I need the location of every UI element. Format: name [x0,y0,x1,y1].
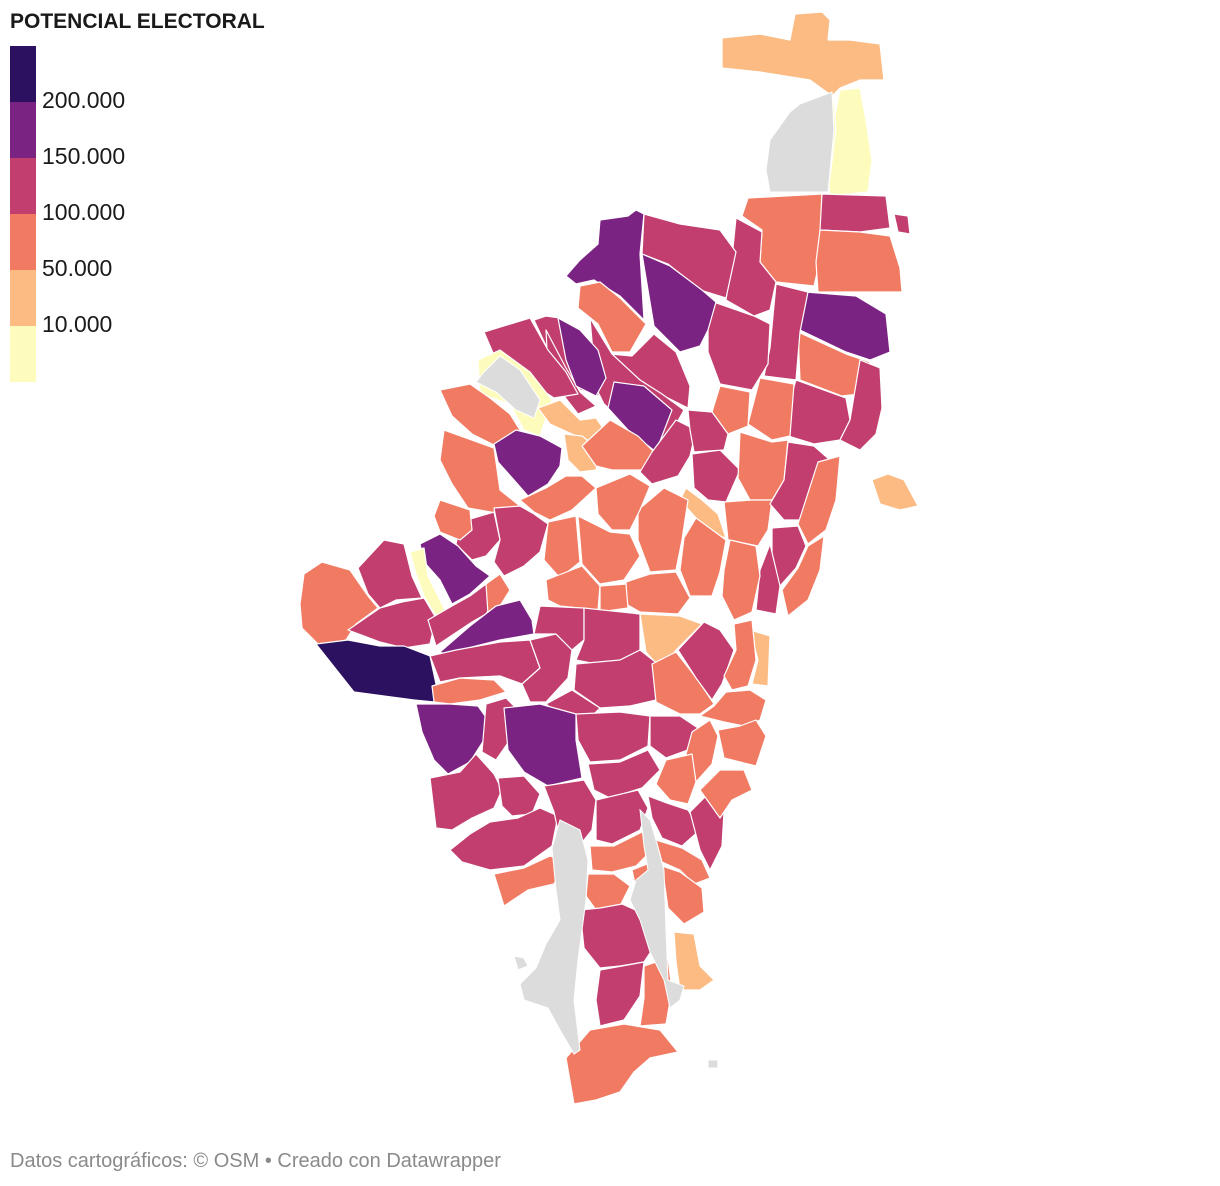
region[interactable] [661,865,705,925]
region[interactable] [673,931,715,991]
region[interactable] [755,543,781,615]
region[interactable] [763,283,809,381]
region[interactable] [797,455,841,545]
legend-tick-50000: 50.000 [42,255,113,281]
no-data-area [765,91,835,193]
legend-swatch-150k-200k [10,102,36,158]
region[interactable] [679,517,727,597]
region[interactable] [721,539,761,621]
region[interactable] [493,505,549,577]
region[interactable] [587,749,661,799]
region[interactable] [419,533,491,605]
attribution-separator: • [259,1150,278,1172]
region[interactable] [565,209,645,321]
region[interactable] [439,383,521,447]
region[interactable] [655,839,711,885]
legend-tick-150000: 150.000 [42,143,126,169]
region[interactable] [431,677,507,705]
region[interactable] [893,213,911,235]
region[interactable] [493,429,563,497]
region[interactable] [565,1023,679,1105]
region[interactable] [637,487,689,573]
region[interactable] [799,291,891,361]
color-legend: 200.000 150.000 100.000 50.000 10.000 [10,46,150,382]
region[interactable] [699,689,767,727]
attribution-source: Datos cartográficos: © OSM [10,1150,260,1172]
attribution-credit-link[interactable]: Creado con Datawrapper [277,1150,501,1172]
legend-swatch-10k-50k [10,270,36,326]
no-data-area [513,955,529,971]
region[interactable] [641,253,717,353]
region[interactable] [579,903,653,969]
region[interactable] [707,299,771,391]
region[interactable] [747,377,795,441]
region[interactable] [315,639,437,703]
region[interactable] [717,719,767,767]
region[interactable] [433,499,473,541]
region[interactable] [429,753,503,831]
legend-swatch-200k-plus [10,46,36,102]
region[interactable] [839,359,883,451]
region[interactable] [721,11,885,97]
region[interactable] [655,753,697,805]
region[interactable] [625,571,691,615]
no-data-area [475,355,541,419]
region[interactable] [575,711,651,763]
legend-tick-100000: 100.000 [42,199,126,225]
region[interactable] [503,703,583,787]
region[interactable] [497,775,541,817]
legend-title: POTENCIAL ELECTORAL [10,10,265,33]
region[interactable] [543,515,581,579]
region[interactable] [711,385,751,435]
region[interactable] [819,193,891,233]
region[interactable] [599,583,629,613]
legend-tick-10000: 10.000 [42,311,113,337]
region[interactable] [687,409,729,453]
no-data-area [519,819,589,1055]
region[interactable] [543,779,597,851]
region[interactable] [589,831,651,873]
region[interactable] [595,961,645,1027]
region[interactable] [781,535,825,617]
no-data-area [707,1059,719,1069]
legend-tick-200000: 200.000 [42,87,126,113]
region[interactable] [639,613,703,671]
region[interactable] [595,789,649,845]
region[interactable] [415,703,489,775]
legend-swatch-50k-100k [10,214,36,270]
region[interactable] [815,229,903,293]
region[interactable] [577,515,641,585]
map-attribution: Datos cartográficos: © OSM • Creado con … [10,1150,501,1173]
region[interactable] [691,449,741,503]
region[interactable] [557,317,607,397]
region[interactable] [577,281,647,353]
no-data-areas [475,91,835,1069]
legend-swatch-100k-150k [10,158,36,214]
region[interactable] [723,619,757,691]
region[interactable] [595,473,651,531]
region[interactable] [723,499,773,547]
region[interactable] [871,473,919,511]
region[interactable] [651,651,715,715]
region[interactable] [647,795,701,847]
no-data-area [629,808,685,1009]
region[interactable] [639,419,697,485]
legend-swatch-under-10k [10,326,36,382]
region[interactable] [485,573,511,615]
map-regions [299,11,919,1105]
region[interactable] [699,769,753,819]
